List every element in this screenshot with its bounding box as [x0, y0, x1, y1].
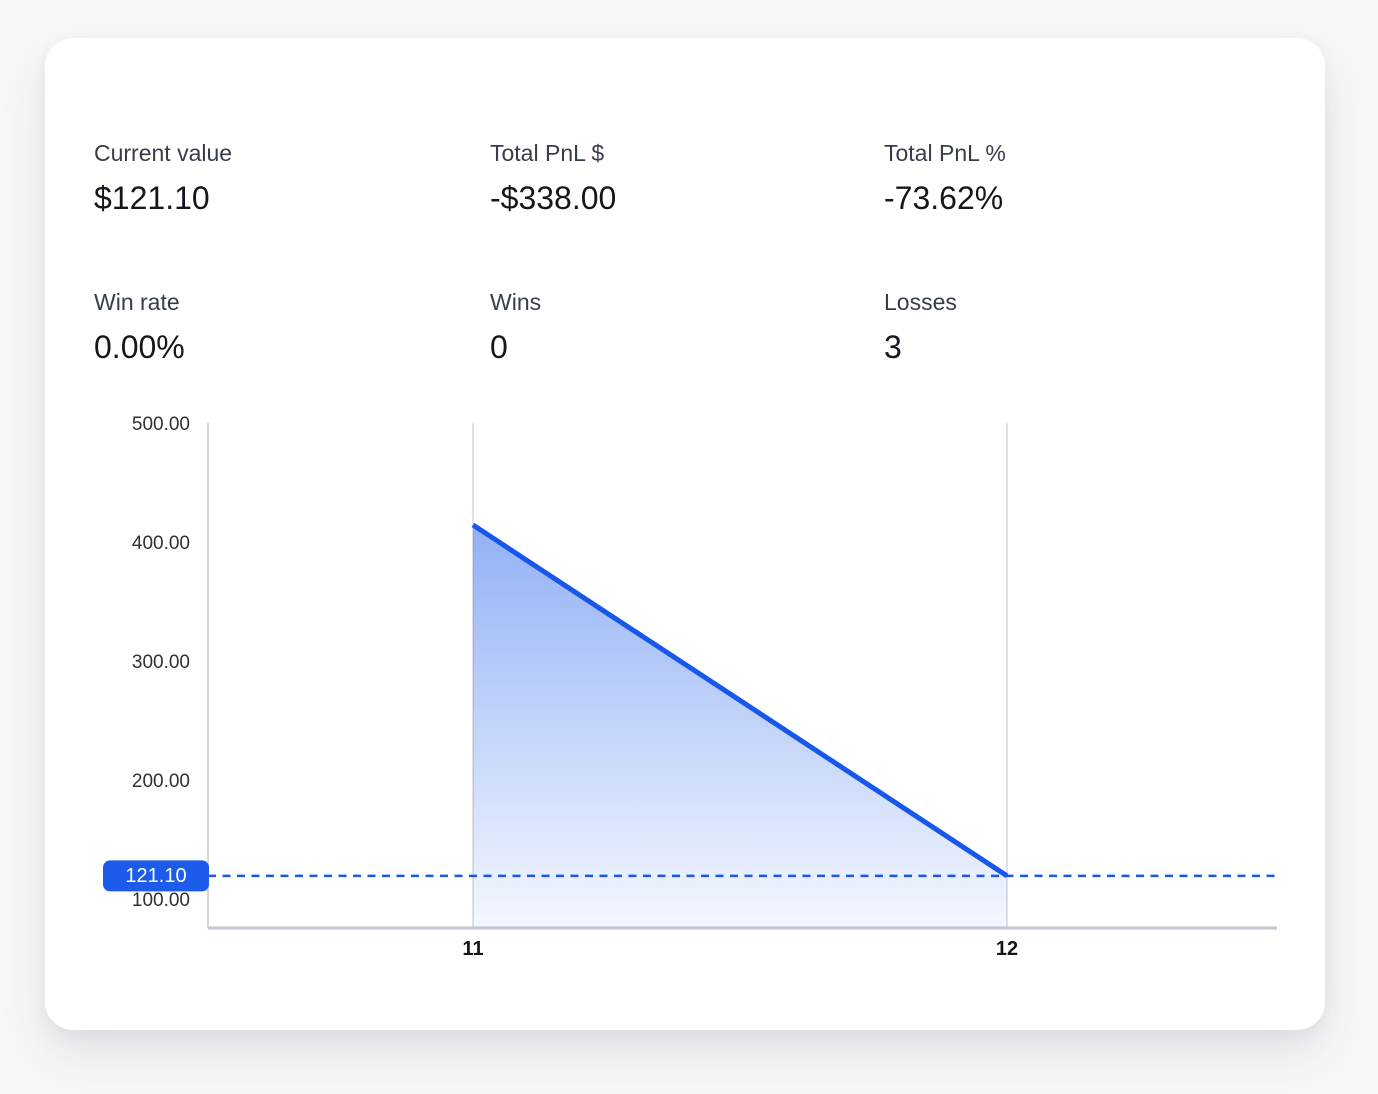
stat-label: Total PnL $ — [490, 140, 605, 166]
stats-grid: Current value $121.10 Total PnL $ -$338.… — [94, 138, 1006, 369]
stat-wins: Wins 0 — [490, 287, 884, 369]
y-tick-label: 300.00 — [132, 652, 190, 673]
pnl-value-line — [471, 522, 1009, 878]
y-tick-label: 400.00 — [132, 533, 190, 554]
stat-value: 3 — [884, 329, 902, 365]
stat-current-value: Current value $121.10 — [94, 138, 490, 220]
stat-win-rate: Win rate 0.00% — [94, 287, 490, 369]
stat-label: Current value — [94, 140, 233, 166]
x-tick-label: 12 — [996, 938, 1018, 960]
x-tick-label: 11 — [462, 938, 483, 960]
current-value-tag-label: 121.10 — [125, 865, 186, 887]
pnl-chart[interactable]: 500.00 400.00 300.00 200.00 100.00 11 12… — [95, 414, 1290, 990]
stat-value: -$338.00 — [490, 180, 617, 216]
y-tick-label: 100.00 — [132, 890, 190, 911]
current-value-tag-background — [103, 860, 209, 892]
stat-value: -73.62% — [884, 180, 1004, 216]
current-value-tag: 121.10 — [103, 860, 209, 892]
chart-canvas[interactable]: 500.00 400.00 300.00 200.00 100.00 11 12… — [95, 414, 1290, 990]
stat-losses: Losses 3 — [884, 287, 1006, 369]
stat-value: $121.10 — [94, 180, 210, 216]
stat-value: 0 — [490, 329, 508, 365]
stat-label: Win rate — [94, 289, 180, 315]
stat-label: Wins — [490, 289, 542, 315]
stat-label: Losses — [884, 289, 957, 315]
y-tick-label: 500.00 — [132, 416, 190, 435]
y-tick-label: 200.00 — [132, 771, 190, 792]
stat-value: 0.00% — [94, 329, 185, 365]
stat-total-pnl-dollar: Total PnL $ -$338.00 — [490, 138, 884, 220]
stat-total-pnl-percent: Total PnL % -73.62% — [884, 138, 1006, 220]
area-fill — [473, 524, 1007, 928]
portfolio-summary-card: Current value $121.10 Total PnL $ -$338.… — [45, 38, 1325, 1030]
stat-label: Total PnL % — [884, 140, 1006, 166]
